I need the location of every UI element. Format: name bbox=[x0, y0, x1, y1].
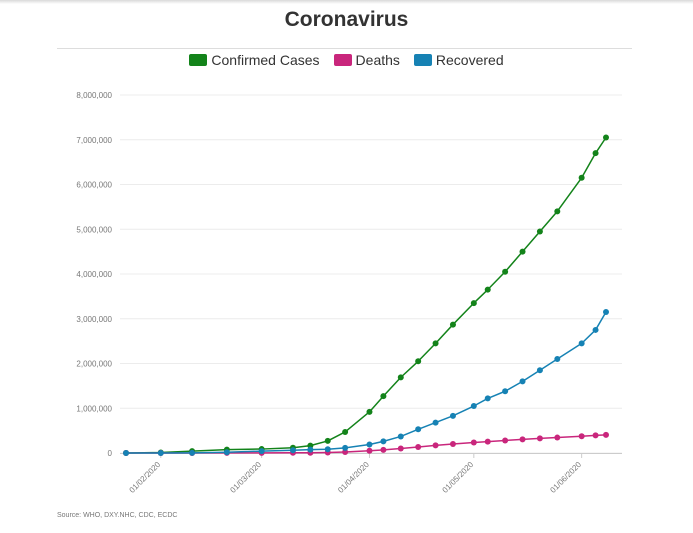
data-point-recovered bbox=[289, 447, 296, 454]
data-point-recovered bbox=[307, 446, 314, 453]
data-point-deaths bbox=[592, 432, 599, 439]
data-point-recovered bbox=[366, 441, 373, 448]
legend-label-deaths: Deaths bbox=[355, 52, 400, 68]
data-point-confirmed-cases bbox=[536, 228, 543, 235]
x-tick-label: 01/03/2020 bbox=[228, 460, 263, 495]
data-point-deaths bbox=[380, 446, 387, 453]
data-point-confirmed-cases bbox=[415, 358, 422, 365]
data-point-recovered bbox=[258, 448, 265, 455]
data-point-deaths bbox=[554, 434, 561, 441]
data-point-confirmed-cases bbox=[470, 300, 477, 307]
data-point-deaths bbox=[603, 431, 609, 438]
x-tick-label: 01/05/2020 bbox=[441, 460, 476, 495]
series-line-confirmed-cases bbox=[125, 137, 607, 454]
data-point-confirmed-cases bbox=[484, 286, 491, 293]
data-point-deaths bbox=[502, 437, 509, 444]
data-point-recovered bbox=[519, 378, 526, 385]
data-point-deaths bbox=[366, 447, 373, 454]
y-tick-label: 4,000,000 bbox=[76, 270, 112, 279]
data-point-recovered bbox=[415, 426, 422, 433]
data-point-recovered bbox=[223, 449, 230, 456]
title-divider bbox=[57, 48, 632, 49]
data-point-recovered bbox=[449, 412, 456, 419]
data-point-confirmed-cases bbox=[380, 393, 387, 400]
data-point-confirmed-cases bbox=[519, 248, 526, 255]
y-tick-label: 8,000,000 bbox=[76, 91, 112, 100]
data-point-recovered bbox=[342, 444, 349, 451]
data-point-deaths bbox=[342, 449, 349, 456]
y-tick-label: 7,000,000 bbox=[76, 136, 112, 145]
data-point-recovered bbox=[123, 449, 129, 456]
chart-title: Coronavirus bbox=[284, 8, 409, 31]
data-point-deaths bbox=[536, 435, 543, 442]
data-point-confirmed-cases bbox=[342, 428, 349, 435]
data-point-recovered bbox=[554, 356, 561, 363]
data-point-recovered bbox=[484, 395, 491, 402]
y-tick-label: 6,000,000 bbox=[76, 181, 112, 190]
data-point-confirmed-cases bbox=[432, 340, 439, 347]
data-point-recovered bbox=[592, 326, 599, 333]
x-tick-label: 01/06/2020 bbox=[548, 460, 583, 495]
data-point-recovered bbox=[324, 446, 331, 453]
data-point-deaths bbox=[470, 439, 477, 446]
y-tick-label: 3,000,000 bbox=[76, 315, 112, 324]
data-point-recovered bbox=[397, 433, 404, 440]
legend-item-deaths[interactable]: Deaths bbox=[333, 52, 400, 68]
legend-item-recovered[interactable]: Recovered bbox=[413, 52, 504, 68]
data-point-recovered bbox=[380, 438, 387, 445]
y-tick-label: 5,000,000 bbox=[76, 225, 112, 234]
data-point-confirmed-cases bbox=[592, 150, 599, 157]
data-point-recovered bbox=[603, 309, 609, 316]
data-point-confirmed-cases bbox=[554, 208, 561, 215]
data-point-deaths bbox=[484, 438, 491, 445]
data-point-recovered bbox=[502, 388, 509, 395]
legend-swatch-deaths bbox=[333, 54, 352, 66]
data-point-recovered bbox=[536, 367, 543, 374]
data-point-confirmed-cases bbox=[603, 134, 609, 141]
x-tick-label: 01/04/2020 bbox=[336, 460, 371, 495]
legend-item-confirmed[interactable]: Confirmed Cases bbox=[189, 52, 320, 68]
chart-legend: Confirmed Cases Deaths Recovered bbox=[0, 52, 693, 68]
data-point-recovered bbox=[578, 340, 585, 347]
data-point-recovered bbox=[470, 403, 477, 410]
data-point-deaths bbox=[397, 445, 404, 452]
legend-label-confirmed: Confirmed Cases bbox=[211, 52, 320, 68]
chart-source: Source: WHO, DXY.NHC, CDC, ECDC bbox=[57, 512, 178, 519]
data-point-confirmed-cases bbox=[397, 374, 404, 381]
window-top-edge bbox=[0, 0, 693, 4]
data-point-recovered bbox=[432, 419, 439, 426]
data-point-confirmed-cases bbox=[578, 174, 585, 181]
data-point-confirmed-cases bbox=[366, 408, 373, 415]
data-point-deaths bbox=[432, 442, 439, 449]
x-tick-label: 01/02/2020 bbox=[128, 460, 163, 495]
data-point-confirmed-cases bbox=[502, 268, 509, 275]
y-tick-label: 2,000,000 bbox=[76, 360, 112, 369]
legend-label-recovered: Recovered bbox=[435, 52, 504, 68]
y-tick-label: 0 bbox=[108, 449, 113, 458]
data-point-deaths bbox=[519, 436, 526, 443]
y-tick-label: 1,000,000 bbox=[76, 404, 112, 413]
data-point-recovered bbox=[189, 449, 196, 456]
legend-swatch-recovered bbox=[413, 54, 432, 66]
data-point-recovered bbox=[157, 449, 164, 456]
data-point-deaths bbox=[449, 441, 456, 448]
series-line-recovered bbox=[125, 311, 607, 454]
legend-swatch-confirmed bbox=[189, 54, 208, 66]
data-point-deaths bbox=[415, 443, 422, 450]
data-point-confirmed-cases bbox=[324, 437, 331, 444]
data-point-deaths bbox=[578, 433, 585, 440]
data-point-confirmed-cases bbox=[449, 321, 456, 328]
